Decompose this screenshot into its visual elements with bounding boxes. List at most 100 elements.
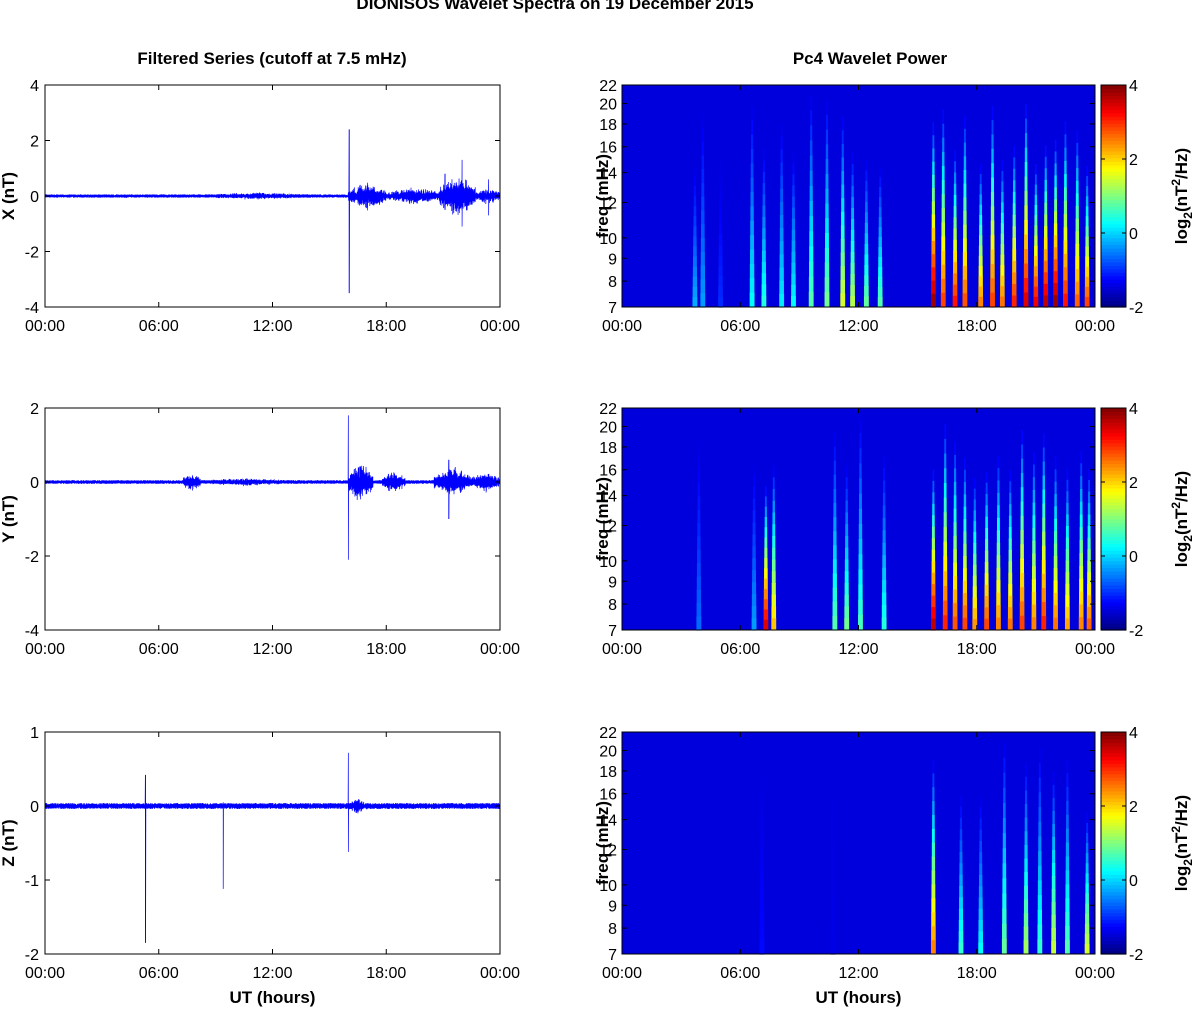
power-cell: [1065, 870, 1070, 885]
power-cell: [1002, 878, 1007, 895]
power-cell: [960, 806, 962, 819]
colorbar-tick-label: 4: [1129, 725, 1138, 742]
colorbar-segment: [1101, 616, 1126, 621]
power-cell: [1053, 580, 1058, 594]
power-cell: [692, 256, 697, 268]
y-tick-label: 2: [30, 401, 39, 418]
power-cell: [1037, 880, 1042, 896]
power-cell: [979, 235, 983, 247]
power-cell: [963, 469, 966, 483]
power-cell: [953, 508, 957, 523]
power-cell: [943, 512, 947, 528]
colorbar-segment: [1101, 777, 1126, 782]
power-cell: [941, 236, 946, 252]
power-cell: [864, 285, 869, 298]
power-cell: [932, 161, 935, 176]
power-cell: [841, 130, 844, 145]
power-cell: [932, 148, 935, 163]
power-cell: [1054, 506, 1057, 520]
power-cell: [1019, 615, 1025, 631]
power-cell: [845, 488, 848, 502]
power-cell: [750, 220, 754, 236]
power-cell: [1084, 923, 1090, 935]
x-axis-label: UT (hours): [816, 988, 902, 1007]
power-cell: [990, 235, 995, 251]
y-tick-label: -4: [25, 623, 39, 640]
power-cell: [979, 852, 983, 865]
power-cell: [833, 517, 837, 532]
colorbar-segment: [1101, 877, 1126, 882]
power-cell: [1052, 784, 1055, 799]
power-cell: [763, 578, 768, 590]
power-cell: [1075, 218, 1079, 232]
power-cell: [930, 940, 936, 955]
power-cell: [832, 587, 838, 603]
power-cell: [826, 100, 828, 116]
power-cell: [1065, 606, 1070, 620]
power-cell: [1035, 164, 1037, 176]
power-cell: [1013, 168, 1016, 181]
power-cell: [1054, 211, 1058, 224]
colorbar-segment: [1101, 591, 1126, 596]
power-cell: [759, 899, 764, 914]
power-cell: [864, 233, 869, 245]
power-cell: [1085, 226, 1089, 238]
power-cell: [1064, 134, 1067, 149]
power-cell: [1000, 233, 1005, 245]
power-cell: [941, 180, 945, 195]
x-axis-label: UT (hours): [230, 988, 316, 1007]
power-cell: [1042, 517, 1046, 533]
power-cell: [1007, 618, 1013, 631]
colorbar-segment: [1101, 411, 1126, 416]
colorbar-segment: [1101, 595, 1126, 600]
power-cell: [978, 296, 984, 308]
power-cell: [772, 500, 775, 514]
y-tick-label: 9: [608, 574, 617, 591]
colorbar-segment: [1101, 790, 1126, 796]
power-cell: [701, 182, 705, 198]
power-cell: [1044, 145, 1047, 158]
plot-area: [45, 732, 500, 954]
y-tick-label: 12: [599, 843, 617, 860]
colorbar-segment: [1101, 244, 1126, 249]
colorbar-segment: [1101, 161, 1126, 166]
colorbar-segment: [1101, 251, 1126, 256]
power-cell: [750, 177, 754, 193]
power-cell: [1044, 226, 1048, 239]
colorbar-segment: [1101, 863, 1126, 868]
power-cell: [771, 594, 776, 608]
power-cell: [963, 142, 966, 157]
colorbar-segment: [1101, 446, 1126, 451]
power-cell: [701, 127, 704, 143]
power-cell: [825, 159, 829, 175]
power-cell: [771, 618, 777, 631]
power-cell: [1066, 758, 1069, 774]
power-cell: [772, 547, 776, 561]
colorbar-segment: [1101, 202, 1126, 208]
power-cell: [997, 480, 1000, 494]
power-cell: [953, 549, 957, 564]
power-cell: [765, 486, 767, 498]
power-cell: [1000, 254, 1005, 266]
power-cell: [1085, 206, 1089, 217]
colorbar-segment: [1101, 119, 1126, 124]
power-cell: [1041, 601, 1047, 617]
power-cell: [851, 218, 855, 231]
power-cell: [978, 920, 983, 932]
power-cell: [761, 250, 766, 263]
colorbar-segment: [1101, 157, 1126, 162]
colorbar-segment: [1101, 543, 1126, 548]
power-cell: [990, 292, 995, 308]
power-cell: [1019, 587, 1025, 603]
power-cell: [718, 275, 723, 287]
y-tick-label: 7: [608, 300, 617, 317]
power-cell: [953, 262, 958, 274]
power-cell: [850, 251, 855, 264]
power-cell: [858, 539, 863, 555]
power-cell: [931, 267, 936, 282]
power-cell: [1051, 888, 1056, 903]
power-cell: [990, 249, 995, 265]
power-cell: [931, 549, 936, 562]
power-cell: [833, 460, 836, 476]
colorbar-segment: [1101, 470, 1126, 475]
